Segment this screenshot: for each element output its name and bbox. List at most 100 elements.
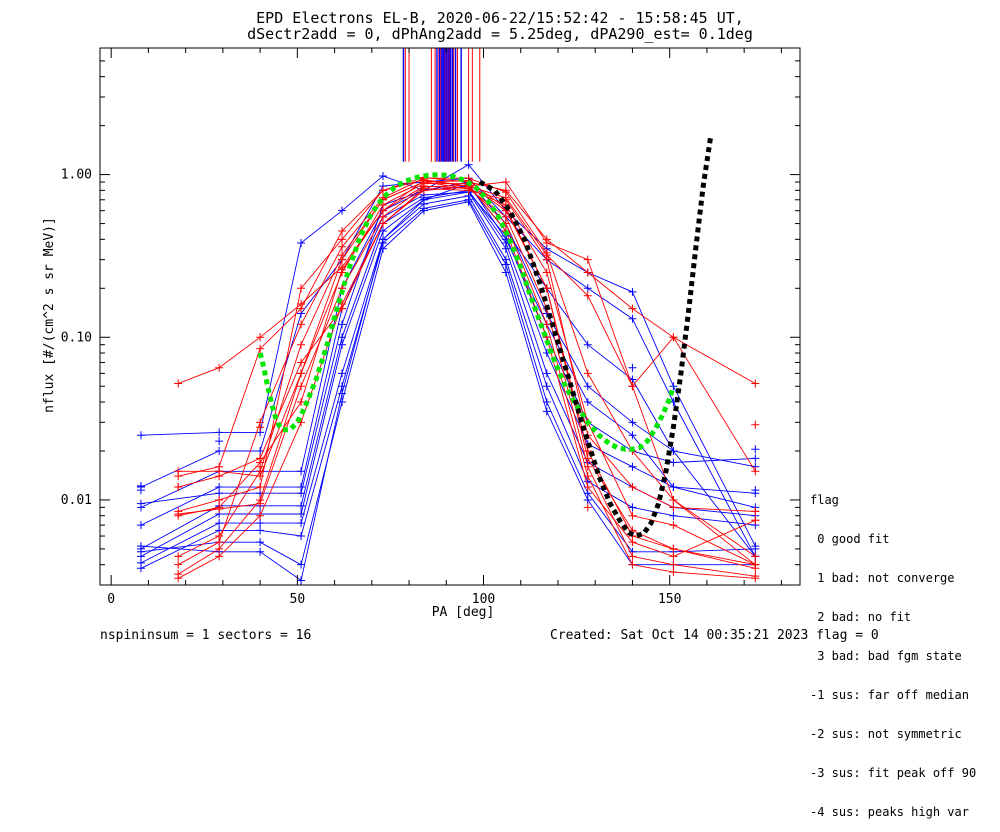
data-point xyxy=(297,576,306,585)
plot-frame xyxy=(99,47,801,586)
data-point xyxy=(501,178,510,187)
data-point xyxy=(669,544,678,553)
data-point xyxy=(378,212,387,221)
data-point xyxy=(256,511,265,520)
data-point xyxy=(751,445,760,454)
data-point xyxy=(669,495,678,504)
series-line-blue xyxy=(140,189,756,550)
series-line-blue xyxy=(140,181,756,505)
data-point xyxy=(215,467,224,476)
data-point xyxy=(628,431,637,440)
data-point xyxy=(542,407,551,416)
data-point xyxy=(215,446,224,455)
footer-left: nspininsum = 1 sectors = 16 xyxy=(100,628,312,643)
data-point xyxy=(464,186,473,195)
data-point xyxy=(669,568,678,577)
legend-item: -2 sus: not symmetric xyxy=(810,727,962,741)
data-point xyxy=(338,242,347,251)
data-point xyxy=(215,428,224,437)
data-point xyxy=(256,472,265,481)
legend-item: -1 sus: far off median xyxy=(810,688,969,702)
data-point xyxy=(669,483,678,492)
data-point xyxy=(751,420,760,429)
data-point xyxy=(338,235,347,244)
series-line-red xyxy=(178,188,756,512)
data-point xyxy=(338,382,347,391)
legend-item: -4 sus: peaks high var xyxy=(810,805,969,819)
data-point xyxy=(501,244,510,253)
data-point xyxy=(297,369,306,378)
data-point xyxy=(583,291,592,300)
plot-area xyxy=(136,48,760,585)
data-point xyxy=(136,486,145,495)
data-point xyxy=(628,418,637,427)
data-point xyxy=(297,358,306,367)
data-point xyxy=(628,560,637,569)
data-point xyxy=(669,560,678,569)
legend-item: -3 sus: fit peak off 90 xyxy=(810,766,977,780)
series-line-red xyxy=(178,179,756,566)
data-point xyxy=(297,519,306,528)
data-point xyxy=(338,265,347,274)
data-point xyxy=(669,511,678,520)
data-point xyxy=(628,503,637,512)
data-point xyxy=(583,454,592,463)
data-point xyxy=(501,212,510,221)
data-point xyxy=(297,532,306,541)
data-point xyxy=(136,564,145,573)
series-line-red xyxy=(177,181,756,566)
data-point xyxy=(542,284,551,293)
footer-right: Created: Sat Oct 14 00:35:21 2023 flag =… xyxy=(550,628,879,643)
data-point xyxy=(419,195,428,204)
x-tick-label: 0 xyxy=(107,592,115,607)
y-tick-label: 1.00 xyxy=(61,168,92,183)
series-line-red xyxy=(178,180,756,566)
data-point xyxy=(378,227,387,236)
data-point xyxy=(338,369,347,378)
data-point xyxy=(751,467,760,476)
data-point xyxy=(256,462,265,471)
data-point xyxy=(751,379,760,388)
data-point xyxy=(297,320,306,329)
legend-item: 3 bad: bad fgm state xyxy=(810,649,962,663)
data-point xyxy=(501,235,510,244)
data-point xyxy=(256,423,265,432)
x-tick-label: 150 xyxy=(658,592,681,607)
axes: 0 50 100 150 1.00 0.10 0.01 xyxy=(61,47,800,607)
data-point xyxy=(215,495,224,504)
data-point xyxy=(669,521,678,530)
data-point xyxy=(751,454,760,463)
data-point xyxy=(751,516,760,525)
series-line-red xyxy=(178,177,756,512)
data-point xyxy=(378,172,387,181)
data-point xyxy=(628,363,637,372)
series-line-blue xyxy=(140,177,756,557)
data-point xyxy=(297,560,306,569)
data-point xyxy=(583,483,592,492)
data-point xyxy=(628,304,637,313)
data-point xyxy=(256,454,265,463)
data-point xyxy=(174,552,183,561)
data-point xyxy=(583,495,592,504)
series-line-blue xyxy=(140,191,756,526)
x-tick-label: 100 xyxy=(472,592,495,607)
chart-title: EPD Electrons EL-B, 2020-06-22/15:52:42 … xyxy=(256,9,744,27)
series-line-blue xyxy=(140,201,756,566)
black-fit-curve xyxy=(478,136,714,539)
series-line-red xyxy=(178,185,756,577)
legend-item: 2 bad: no fit xyxy=(810,610,912,624)
data-point xyxy=(751,552,760,561)
data-point xyxy=(215,552,224,561)
data-point xyxy=(256,344,265,353)
data-point xyxy=(628,538,637,547)
data-point xyxy=(419,206,428,215)
data-point xyxy=(338,320,347,329)
data-point xyxy=(628,287,637,296)
data-point xyxy=(215,504,224,513)
data-point xyxy=(297,397,306,406)
data-point xyxy=(542,369,551,378)
data-point xyxy=(542,320,551,329)
series-line-red xyxy=(177,183,756,575)
data-point xyxy=(174,483,183,492)
data-point xyxy=(583,382,592,391)
